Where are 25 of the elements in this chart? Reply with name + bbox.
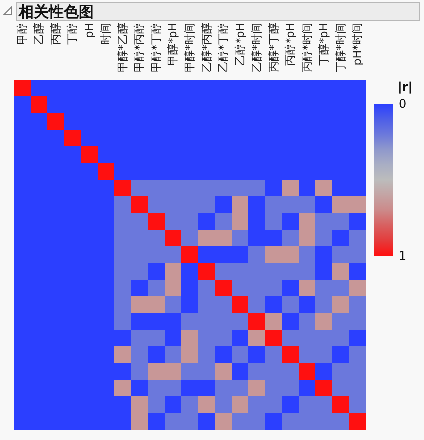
x-tick-label: 甲醇*乙醇 xyxy=(116,23,130,72)
x-tick-label: 乙醇*时间 xyxy=(250,23,264,72)
x-tick-label: 甲醇 xyxy=(16,23,29,45)
x-tick-label: 丙醇*pH xyxy=(284,23,298,66)
color-bar-label: 0 xyxy=(399,97,407,111)
x-tick-label: 甲醇*丙醇 xyxy=(133,23,146,72)
x-tick-label: 丁醇 xyxy=(66,23,80,45)
x-tick-label: 甲醇*时间 xyxy=(184,23,196,72)
x-tick-label: pH*时间 xyxy=(351,23,364,66)
x-tick-label: 丁醇*时间 xyxy=(334,23,348,72)
x-tick-label: 乙醇*丙醇 xyxy=(200,23,214,72)
x-tick-label: 丙醇*丁醇 xyxy=(267,23,280,72)
x-tick-label: pH xyxy=(82,23,96,38)
x-tick-label: 时间 xyxy=(100,23,113,45)
x-tick-label: 甲醇*pH xyxy=(166,23,180,66)
x-tick-label: 丙醇*时间 xyxy=(300,23,314,72)
x-tick-label: 乙醇 xyxy=(32,23,46,45)
x-tick-label: 甲醇*丁醇 xyxy=(150,23,163,72)
x-tick-label: 丁醇*pH xyxy=(318,23,331,66)
x-tick-label: 丙醇 xyxy=(49,23,62,45)
x-tick-label: 乙醇*丁醇 xyxy=(217,23,230,72)
chart-title: 相关性色图 xyxy=(18,3,94,21)
color-bar-label: 1 xyxy=(399,249,407,263)
x-tick-label: 乙醇*pH xyxy=(234,23,247,66)
color-bar-title: |r| xyxy=(398,80,413,94)
